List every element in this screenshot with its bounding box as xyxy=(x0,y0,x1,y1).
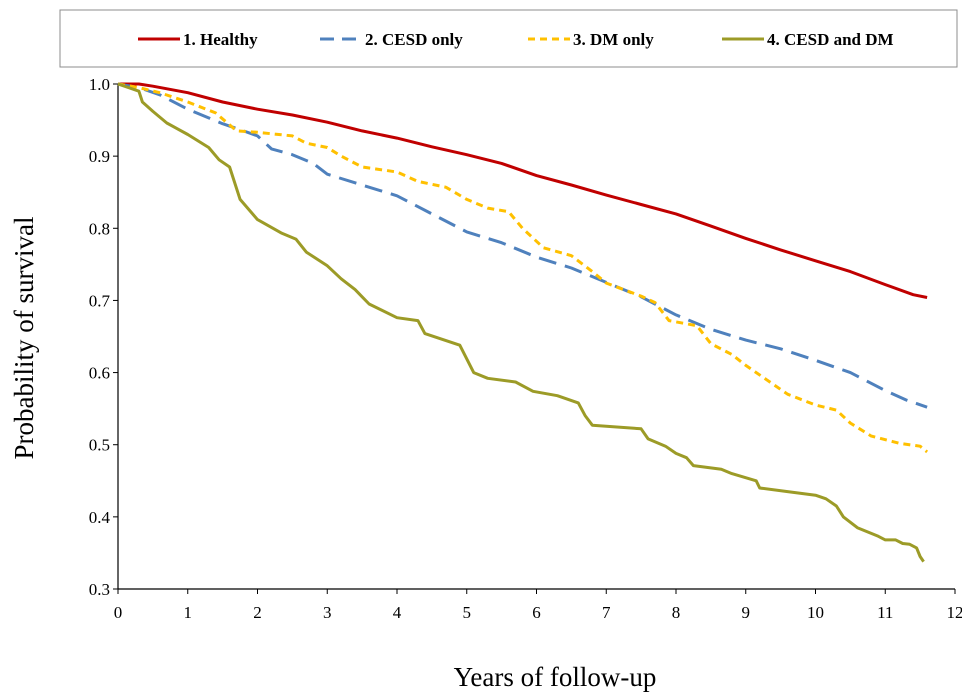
legend-label-3: 3. DM only xyxy=(573,30,654,49)
legend-label-4: 4. CESD and DM xyxy=(767,30,894,49)
x-tick-label: 6 xyxy=(532,603,541,622)
plot-axes: 0 1 2 3 4 5 6 7 8 9 10 11 12 0.30.40.50.60.70.80.91.… xyxy=(89,75,962,622)
x-tick-label: 7 xyxy=(602,603,611,622)
x-tick-label: 5 xyxy=(463,603,472,622)
x-tick-label: 12 xyxy=(947,603,962,622)
legend-box xyxy=(59,9,958,68)
series-line-4 xyxy=(117,82,925,563)
series-line-3 xyxy=(117,82,929,454)
x-tick-label: 8 xyxy=(672,603,681,622)
x-tick-label: 10 xyxy=(807,603,824,622)
series-line-2 xyxy=(117,82,928,409)
legend-label-1: 1. Healthy xyxy=(183,30,258,49)
x-axis-title: Years of follow-up xyxy=(454,662,657,692)
legend: 1. Healthy 2. CESD only 3. DM only 4. CESD … xyxy=(59,9,958,68)
y-tick-label: 0.9 xyxy=(89,147,110,166)
y-tick-label: 0.3 xyxy=(89,580,110,599)
x-tick-label: 1 xyxy=(184,603,193,622)
series-line-1 xyxy=(118,82,928,299)
series-layer xyxy=(117,82,929,563)
y-tick-label: 0.4 xyxy=(89,508,111,527)
x-tick-label: 9 xyxy=(742,603,751,622)
x-tick-label: 4 xyxy=(393,603,402,622)
legend-label-2: 2. CESD only xyxy=(365,30,463,49)
x-tick-label: 3 xyxy=(323,603,332,622)
x-tick-label: 11 xyxy=(877,603,893,622)
y-tick-label: 0.5 xyxy=(89,436,110,455)
y-tick-label: 0.7 xyxy=(89,291,111,310)
x-tick-label: 2 xyxy=(253,603,262,622)
y-axis-title: Probability of survival xyxy=(9,217,39,460)
x-tick-label: 0 xyxy=(114,603,123,622)
y-tick-label: 0.6 xyxy=(89,364,110,383)
y-tick-label: 0.8 xyxy=(89,219,110,238)
y-tick-label: 1.0 xyxy=(89,75,110,94)
